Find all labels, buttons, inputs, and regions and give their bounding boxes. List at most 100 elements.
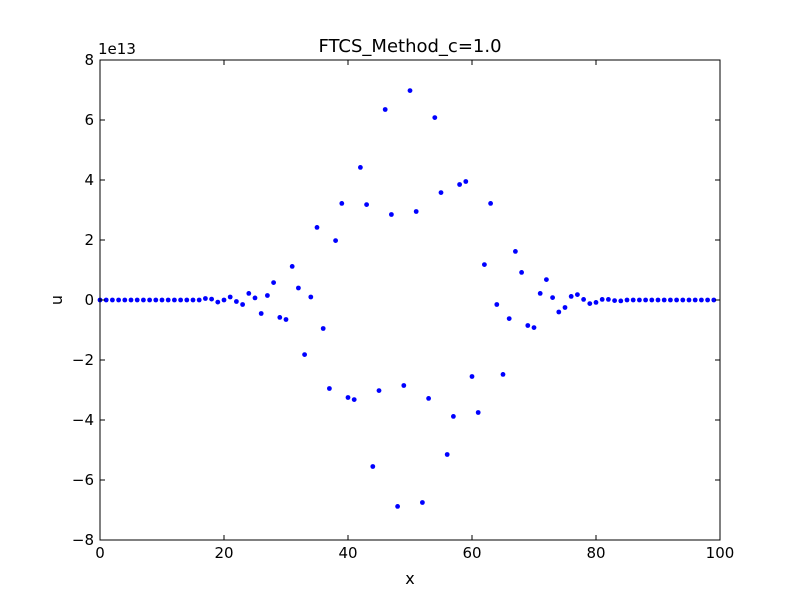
data-point — [203, 296, 208, 301]
data-point — [711, 297, 717, 303]
data-point — [184, 297, 190, 303]
data-point — [234, 299, 239, 304]
y-tick-label: −6 — [72, 471, 94, 489]
data-point — [463, 179, 469, 184]
data-point — [376, 388, 382, 393]
data-point — [705, 297, 710, 303]
data-point — [637, 297, 642, 303]
data-point — [333, 238, 338, 244]
data-point — [575, 292, 580, 297]
data-point — [351, 397, 357, 402]
data-point — [258, 311, 264, 316]
data-point — [593, 300, 599, 305]
data-point — [277, 315, 283, 320]
data-point — [599, 297, 605, 302]
data-point — [178, 297, 184, 303]
data-point — [562, 305, 568, 310]
data-point — [674, 297, 679, 303]
data-point — [339, 201, 345, 206]
data-point — [345, 395, 351, 400]
x-tick-label: 100 — [706, 544, 735, 562]
data-point — [606, 297, 611, 302]
data-point — [451, 414, 456, 419]
data-point — [196, 297, 202, 303]
data-point — [482, 262, 487, 267]
data-point — [556, 309, 562, 315]
data-point — [314, 225, 320, 230]
axis-ticks: 0 20 40 60 80 100 −8 −6 −4 −2 0 2 4 6 8 — [72, 51, 734, 562]
data-point — [246, 291, 252, 296]
data-point — [655, 297, 661, 303]
data-point — [692, 297, 698, 303]
data-point — [141, 297, 146, 303]
data-point — [265, 293, 270, 298]
plot-frame — [99, 59, 721, 541]
data-point — [568, 294, 574, 299]
x-tick-label: 0 — [95, 544, 105, 562]
data-point — [296, 285, 301, 291]
data-point — [525, 323, 531, 328]
x-tick-label: 40 — [338, 544, 357, 562]
y-tick-label: 8 — [84, 51, 94, 69]
data-point — [661, 297, 667, 303]
data-point — [395, 504, 400, 509]
y-tick-label: 4 — [84, 171, 94, 189]
data-point — [116, 297, 121, 303]
data-point — [159, 297, 165, 303]
data-point — [457, 182, 462, 187]
x-tick-label: 80 — [586, 544, 605, 562]
data-point — [699, 297, 704, 303]
data-point — [407, 88, 413, 93]
data-point — [506, 316, 512, 321]
x-axis-label: x — [405, 569, 414, 588]
data-point — [271, 280, 276, 285]
data-point — [494, 302, 500, 307]
data-point — [513, 249, 518, 254]
y-tick-label: 6 — [84, 111, 94, 129]
data-point — [618, 298, 624, 304]
data-point — [624, 297, 630, 303]
data-point — [134, 297, 140, 303]
data-point — [128, 297, 134, 303]
data-point — [531, 325, 537, 330]
y-tick-label: −2 — [72, 351, 94, 369]
data-point — [358, 165, 363, 170]
data-point — [382, 107, 388, 112]
data-point — [190, 297, 196, 303]
data-point — [413, 209, 419, 214]
data-point — [432, 115, 438, 120]
data-point — [426, 396, 431, 401]
data-point — [643, 297, 648, 303]
data-point — [649, 297, 655, 303]
data-point — [544, 277, 549, 282]
data-point — [215, 299, 221, 305]
y-offset-text: 1e13 — [98, 40, 136, 58]
data-point — [308, 294, 314, 300]
data-point — [221, 297, 227, 303]
data-point — [668, 297, 673, 303]
data-point — [581, 297, 586, 302]
data-point — [444, 452, 450, 457]
data-point — [172, 297, 177, 303]
data-point — [389, 212, 394, 217]
data-point — [550, 295, 555, 300]
data-point — [283, 317, 289, 322]
data-point — [519, 270, 524, 275]
data-point — [320, 326, 326, 331]
data-point — [475, 410, 481, 415]
data-point — [537, 291, 543, 296]
chart-title: FTCS_Method_c=1.0 — [318, 36, 501, 57]
data-point — [370, 464, 376, 469]
data-points — [97, 88, 717, 509]
data-point — [289, 264, 295, 269]
y-tick-label: −8 — [72, 531, 94, 549]
data-point — [587, 301, 593, 306]
data-point — [252, 295, 258, 301]
y-tick-label: 0 — [84, 291, 94, 309]
data-point — [227, 294, 233, 300]
data-point — [302, 352, 307, 357]
data-point — [122, 297, 128, 303]
data-point — [364, 202, 369, 208]
data-point — [438, 190, 444, 196]
